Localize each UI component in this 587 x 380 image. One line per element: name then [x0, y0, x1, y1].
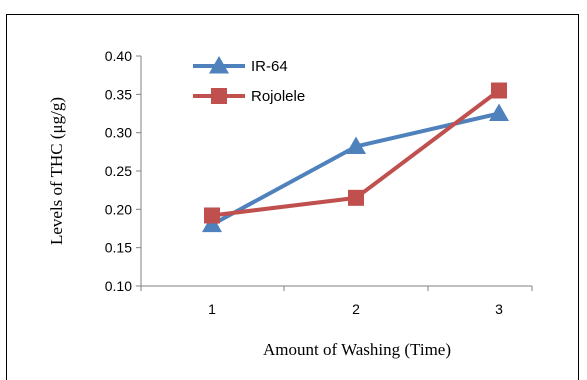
legend-label: Rojolele [251, 88, 305, 105]
data-point [489, 103, 509, 121]
data-point [204, 207, 220, 224]
legend-item: IR-64 [193, 56, 288, 75]
data-point [491, 82, 507, 99]
legend: IR-64 Rojolele [193, 56, 305, 105]
y-tick-label: 0.35 [105, 86, 132, 102]
y-tick-label: 0.15 [105, 240, 132, 256]
series-layer [202, 82, 509, 233]
chart-frame [6, 14, 579, 380]
legend-label: IR-64 [251, 58, 288, 75]
x-tick-label: 2 [352, 301, 360, 317]
axes [140, 56, 532, 287]
series-rojolele [204, 82, 507, 224]
legend-marker [211, 88, 227, 104]
y-tick-label: 0.25 [105, 163, 132, 179]
y-tick-label: 0.10 [105, 278, 132, 294]
x-axis-title: Amount of Washing (Time) [263, 340, 451, 359]
x-tick-label: 3 [495, 301, 503, 317]
y-axis-title: Levels of THC (μg/g) [47, 97, 66, 245]
data-point [348, 189, 364, 206]
legend-item: Rojolele [193, 88, 305, 105]
data-point [346, 136, 366, 154]
y-ticks: 0.10 0.15 0.20 0.25 0.30 0.35 0.40 [105, 48, 141, 294]
legend-marker [209, 56, 229, 74]
x-ticks: 1 2 3 [140, 286, 533, 317]
x-tick-label: 1 [208, 301, 216, 317]
series-line [211, 111, 500, 227]
y-tick-label: 0.40 [105, 48, 132, 64]
y-tick-label: 0.20 [105, 201, 132, 217]
y-tick-label: 0.30 [105, 125, 132, 141]
